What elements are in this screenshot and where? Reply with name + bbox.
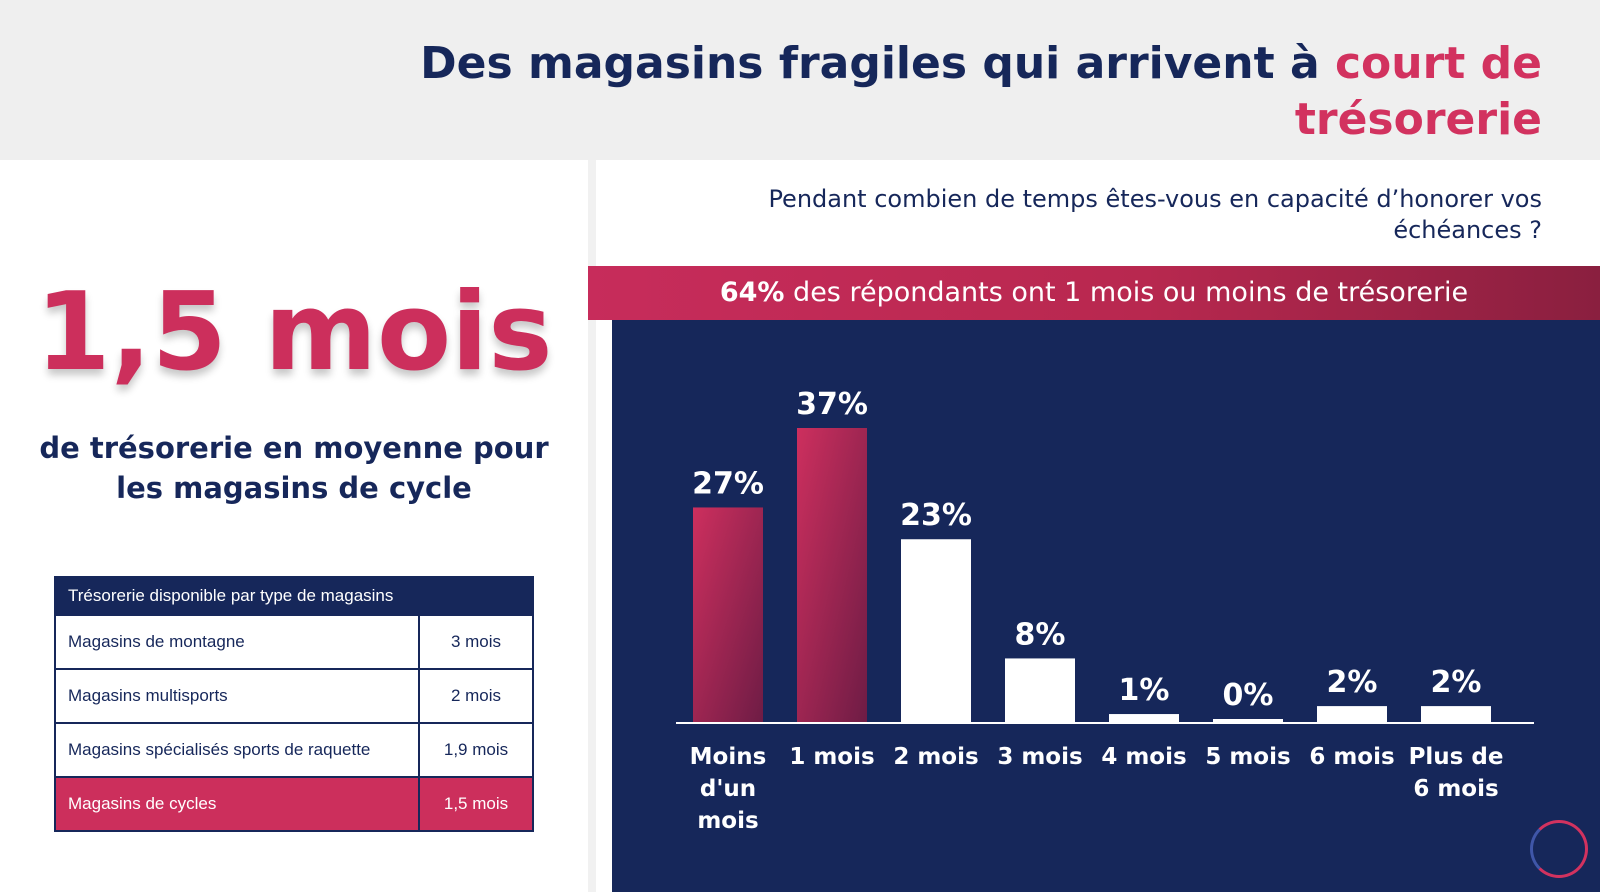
table-cell-label: Magasins de cycles [55, 776, 419, 831]
page-title-main: Des magasins fragiles qui arrivent à [420, 38, 1335, 89]
category-label: 4 mois [1101, 744, 1186, 770]
table-cell-value: 3 mois [418, 614, 533, 669]
banner-highlight: 64% [719, 277, 785, 308]
table-cell-value: 1,5 mois [418, 776, 533, 831]
chart-panel: 27% Moins d'un mois 37% 1 mois 23% 2 mois 8% 3 mo… [612, 320, 1600, 892]
table-cell-value: 1,9 mois [418, 722, 533, 777]
data-label: 8% [1015, 617, 1066, 652]
data-label: 37% [796, 387, 868, 422]
category-label: 3 mois [997, 744, 1082, 770]
page-title: Des magasins fragiles qui arrivent à cou… [392, 36, 1542, 148]
bar-chart: 27% Moins d'un mois 37% 1 mois 23% 2 mois 8% 3 mo… [676, 387, 1534, 834]
circle-logo-icon [1530, 820, 1588, 878]
bar [1213, 719, 1283, 722]
table-row-highlighted: Magasins de cycles 1,5 mois [55, 776, 533, 831]
table-row: Magasins spécialisés sports de raquette … [55, 722, 533, 777]
key-stat-caption: de trésorerie en moyenne pour les magasi… [39, 431, 549, 505]
table-row: Magasins de montagne 3 mois [55, 614, 533, 669]
data-label: 2% [1431, 665, 1482, 700]
data-label: 0% [1223, 678, 1274, 713]
bar [1005, 658, 1075, 722]
table-cell-label: Magasins spécialisés sports de raquette [55, 722, 419, 777]
key-stat: 1,5 mois [35, 270, 553, 395]
category-label: 6 mois [1309, 744, 1394, 770]
data-label: 23% [900, 498, 972, 533]
table-header-row: Trésorerie disponible par type de magasi… [55, 577, 533, 615]
category-label: Plus de 6 mois [1409, 744, 1504, 802]
bar [1421, 706, 1491, 722]
bar [901, 539, 971, 722]
bar [693, 507, 763, 722]
category-label: 2 mois [893, 744, 978, 770]
category-label: 5 mois [1205, 744, 1290, 770]
survey-question: Pendant combien de temps êtes-vous en ca… [768, 185, 1542, 244]
bar [1109, 714, 1179, 722]
treasury-by-store-type-table: Trésorerie disponible par type de magasi… [54, 576, 534, 832]
summary-banner: 64% des répondants ont 1 mois ou moins d… [588, 266, 1600, 320]
banner-text: des répondants ont 1 mois ou moins de tr… [784, 277, 1469, 308]
header-band: Des magasins fragiles qui arrivent à cou… [0, 0, 1600, 160]
table-row: Magasins multisports 2 mois [55, 668, 533, 723]
bar [797, 428, 867, 722]
category-label: Moins d'un mois [690, 744, 767, 834]
data-label: 2% [1327, 665, 1378, 700]
table-header: Trésorerie disponible par type de magasi… [55, 577, 533, 615]
data-label: 27% [692, 466, 764, 501]
bar [1317, 706, 1387, 722]
panel-divider [588, 160, 596, 892]
category-label: 1 mois [789, 744, 874, 770]
table-cell-label: Magasins de montagne [55, 614, 419, 669]
table-cell-value: 2 mois [418, 668, 533, 723]
data-label: 1% [1119, 673, 1170, 708]
page-title-accent: court de trésorerie [1294, 38, 1542, 145]
table-cell-label: Magasins multisports [55, 668, 419, 723]
